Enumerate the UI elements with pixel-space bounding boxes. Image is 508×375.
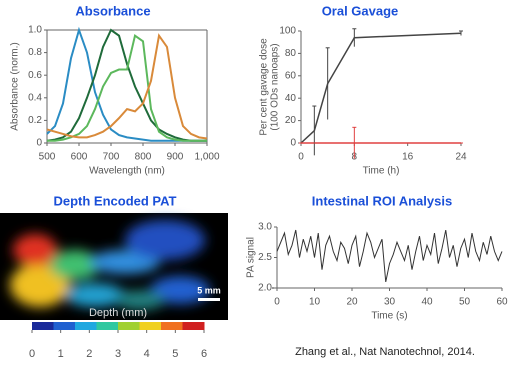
- y-axis-label: Absorbance (norm.): [10, 42, 21, 130]
- x-tick-label: 3: [115, 348, 121, 360]
- y-tick-label: 1.0: [28, 25, 42, 36]
- colorbar-segment: [183, 322, 205, 330]
- y-tick-label: 0: [36, 138, 42, 149]
- x-tick-label: 0: [274, 297, 280, 308]
- y-tick-label: 0.4: [28, 92, 42, 103]
- x-tick-label: 800: [135, 152, 152, 163]
- scale-bar-label: 5 mm: [197, 285, 221, 295]
- colorbar-segment: [32, 322, 54, 330]
- x-tick-label: 4: [144, 348, 150, 360]
- x-tick-label: 0: [29, 348, 35, 360]
- page: Zhang et al., Nat Nanotechnol, 2014. Abs…: [0, 0, 508, 370]
- y-tick-label: 0.8: [28, 47, 42, 58]
- y-tick-label: 2.5: [258, 252, 272, 263]
- x-tick-label: 1,000: [194, 152, 219, 163]
- series-line: [301, 33, 461, 143]
- citation: Zhang et al., Nat Nanotechnol, 2014.: [295, 346, 475, 358]
- y-tick-label: 0.2: [28, 115, 42, 126]
- x-tick-label: 10: [309, 297, 321, 308]
- pat-image: [0, 213, 228, 320]
- x-tick-label: 16: [402, 152, 414, 163]
- chart-title: Absorbance: [75, 3, 150, 18]
- y-tick-label: 20: [285, 115, 297, 126]
- x-axis-label: Time (h): [363, 166, 400, 177]
- y-tick-label: 0: [290, 138, 296, 149]
- x-tick-label: 700: [103, 152, 120, 163]
- x-tick-label: 6: [201, 348, 207, 360]
- y-axis-label: PA signal: [246, 237, 257, 278]
- colorbar-segment: [161, 322, 183, 330]
- x-tick-label: 60: [496, 297, 508, 308]
- colorbar-segment: [140, 322, 162, 330]
- x-tick-label: 500: [39, 152, 56, 163]
- y-tick-label: 0.6: [28, 70, 42, 81]
- series-line: [277, 230, 502, 282]
- y-tick-label: 100: [279, 26, 296, 37]
- chart-title: Depth Encoded PAT: [53, 193, 176, 208]
- y-tick-label: 2.0: [258, 283, 272, 294]
- x-tick-label: 24: [455, 152, 467, 163]
- y-tick-label: 3.0: [258, 222, 272, 233]
- x-tick-label: 40: [421, 297, 433, 308]
- colorbar-segment: [118, 322, 140, 330]
- x-tick-label: 0: [298, 152, 304, 163]
- x-axis-label: Wavelength (nm): [89, 166, 165, 177]
- x-axis-label: Time (s): [371, 311, 407, 322]
- colorbar-segment: [75, 322, 97, 330]
- x-tick-label: 5: [172, 348, 178, 360]
- colorbar-segment: [54, 322, 76, 330]
- x-tick-label: 20: [346, 297, 358, 308]
- y-tick-label: 80: [285, 48, 297, 59]
- chart-title: Intestinal ROI Analysis: [312, 193, 452, 208]
- colorbar-label: Depth (mm): [89, 307, 147, 319]
- series-line: [47, 36, 207, 139]
- x-tick-label: 50: [459, 297, 471, 308]
- colorbar-segment: [97, 322, 119, 330]
- x-tick-label: 900: [167, 152, 184, 163]
- y-tick-label: 40: [285, 93, 297, 104]
- x-tick-label: 2: [86, 348, 92, 360]
- x-tick-label: 30: [384, 297, 396, 308]
- y-axis-label: Per cent gavage dose: [259, 38, 270, 136]
- x-tick-label: 1: [58, 348, 64, 360]
- x-tick-label: 600: [71, 152, 88, 163]
- y-tick-label: 60: [285, 70, 297, 81]
- chart-title: Oral Gavage: [322, 3, 399, 18]
- figure: Zhang et al., Nat Nanotechnol, 2014. Abs…: [0, 0, 508, 370]
- y-axis-label: (100 ODs nanoaps): [270, 43, 281, 130]
